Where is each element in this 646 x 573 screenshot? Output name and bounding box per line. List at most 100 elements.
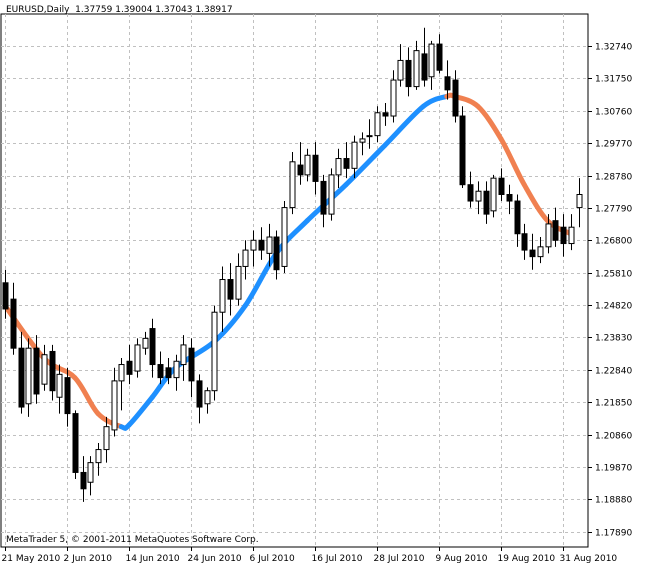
candle xyxy=(134,338,141,378)
candle xyxy=(235,253,242,306)
candle-body-bull xyxy=(397,59,404,81)
candle-body-bear xyxy=(498,177,505,196)
candle xyxy=(521,223,528,260)
y-tick-label: 1.24820 xyxy=(595,302,632,312)
candle-body-bear xyxy=(72,413,79,473)
candle xyxy=(95,443,102,476)
candle xyxy=(157,351,164,385)
candle-body-bear xyxy=(514,200,521,235)
candle-body-bear xyxy=(80,471,87,490)
candle xyxy=(56,364,63,414)
y-tick-label: 1.20860 xyxy=(595,432,632,442)
y-tick-label: 1.25810 xyxy=(595,270,632,280)
candle-body-bear xyxy=(521,233,528,251)
candle xyxy=(227,263,234,316)
candle xyxy=(405,47,412,97)
candle xyxy=(111,367,118,437)
candle xyxy=(413,40,420,90)
candle-body-bear xyxy=(382,112,389,117)
candle-body-bear xyxy=(157,364,164,379)
y-tick-label: 1.21850 xyxy=(595,399,632,409)
candle xyxy=(335,148,342,188)
candle-body-bull xyxy=(204,390,211,405)
candle xyxy=(188,338,195,398)
y-tick-label: 1.28780 xyxy=(595,173,632,183)
candle-body-bear xyxy=(188,347,195,382)
candle xyxy=(173,354,180,391)
candle-body-bull xyxy=(95,449,102,464)
x-tick-label: 19 Aug 2010 xyxy=(498,554,556,564)
candle xyxy=(490,174,497,218)
candle xyxy=(49,344,56,401)
candle xyxy=(537,237,544,264)
x-tick-label: 2 Jun 2010 xyxy=(64,554,113,564)
candle-body-bull xyxy=(576,194,583,209)
candle-body-bear xyxy=(165,367,172,379)
x-tick-label: 9 Aug 2010 xyxy=(436,554,488,564)
candle-body-bull xyxy=(87,462,94,483)
candle xyxy=(266,223,273,267)
candle xyxy=(452,70,459,123)
candle xyxy=(359,132,366,156)
y-tick-label: 1.23830 xyxy=(595,334,632,344)
candle xyxy=(428,40,435,90)
candle-body-bear xyxy=(126,360,133,375)
candle-body-bear xyxy=(258,239,265,251)
candle xyxy=(304,148,311,182)
candle-body-bear xyxy=(227,279,234,300)
candle-body-bull xyxy=(366,135,373,138)
candle-body-bear xyxy=(444,76,451,91)
x-tick-label: 21 May 2010 xyxy=(2,554,61,564)
candle-body-bear xyxy=(405,59,412,88)
candle-body-bear xyxy=(459,115,466,186)
candle xyxy=(382,102,389,126)
x-tick-label: 28 Jul 2010 xyxy=(374,554,425,564)
candle-body-bull xyxy=(304,154,311,176)
y-tick-label: 1.26800 xyxy=(595,237,632,247)
candle xyxy=(33,335,40,404)
candle-body-bear xyxy=(297,164,304,176)
candle-body-bull xyxy=(328,174,335,215)
candle xyxy=(506,184,513,215)
y-tick-label: 1.30760 xyxy=(595,108,632,118)
candle-body-bull xyxy=(211,311,218,392)
candle xyxy=(180,335,187,381)
candle xyxy=(250,230,257,267)
candle-body-bull xyxy=(335,158,342,176)
candle xyxy=(281,201,288,273)
candle xyxy=(343,142,350,179)
candle-body-bull xyxy=(235,265,242,300)
candle-body-bull xyxy=(475,190,482,202)
candle-body-bear xyxy=(320,180,327,215)
candle-body-bear xyxy=(452,79,459,117)
candle xyxy=(196,374,203,424)
candle-body-bull xyxy=(111,380,118,431)
candle xyxy=(242,240,249,280)
y-tick-label: 1.22840 xyxy=(595,367,632,377)
candle xyxy=(390,70,397,123)
candle-body-bear xyxy=(483,190,490,215)
candle xyxy=(366,119,373,149)
candle-body-bull xyxy=(180,344,187,366)
x-tick-label: 6 Jul 2010 xyxy=(250,554,295,564)
candle xyxy=(41,344,48,391)
ma-segment-up xyxy=(149,365,178,400)
candle xyxy=(576,178,583,228)
candle xyxy=(72,410,79,479)
y-tick-label: 1.18880 xyxy=(595,496,632,506)
candle-body-bear xyxy=(506,194,513,202)
candle xyxy=(320,174,327,228)
ma-segment-down xyxy=(72,375,101,417)
x-tick-label: 14 Jun 2010 xyxy=(126,554,180,564)
x-tick-label: 24 Jun 2010 xyxy=(188,554,242,564)
candle xyxy=(436,34,443,74)
candle-body-bull xyxy=(219,279,226,313)
candle xyxy=(545,214,552,254)
candle-body-bull xyxy=(25,347,32,405)
candle xyxy=(475,181,482,215)
candle xyxy=(118,357,125,411)
y-tick-label: 1.29770 xyxy=(595,140,632,150)
x-tick-label: 16 Jul 2010 xyxy=(312,554,363,564)
